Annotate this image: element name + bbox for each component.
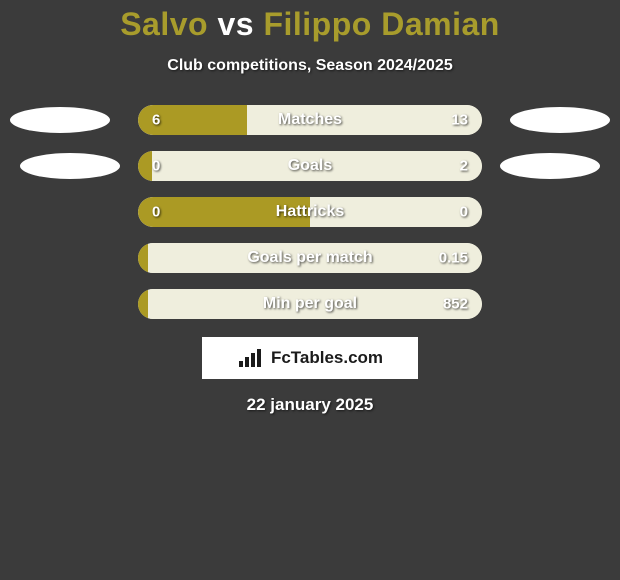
- stat-row: Min per goal 852: [0, 289, 620, 319]
- stat-bar: Goals 0 2: [138, 151, 482, 181]
- stats-area: Matches 6 13 Goals 0 2 Hattricks 0 0 Goals per ma…: [0, 105, 620, 319]
- stat-bar-left: [138, 151, 152, 181]
- stat-bar-left: [138, 243, 148, 273]
- bars-icon: [237, 347, 265, 369]
- comparison-card: Salvo vs Filippo Damian Club competition…: [0, 0, 620, 580]
- stat-bar: Hattricks 0 0: [138, 197, 482, 227]
- player1-name: Salvo: [120, 6, 208, 42]
- stat-bar: Goals per match 0.15: [138, 243, 482, 273]
- player2-name: Filippo Damian: [263, 6, 499, 42]
- stat-label: Matches: [278, 111, 342, 129]
- stat-bar: Matches 6 13: [138, 105, 482, 135]
- stat-row: Goals per match 0.15: [0, 243, 620, 273]
- stat-value-left: 0: [152, 204, 160, 221]
- stat-row: Hattricks 0 0: [0, 197, 620, 227]
- footer-brand: FcTables.com: [271, 348, 383, 368]
- page-title: Salvo vs Filippo Damian: [0, 6, 620, 43]
- subtitle: Club competitions, Season 2024/2025: [0, 57, 620, 75]
- stat-value-right: 0: [460, 204, 468, 221]
- stat-label: Hattricks: [276, 203, 344, 221]
- team-badge-left: [10, 107, 110, 133]
- stat-value-right: 0.15: [439, 250, 468, 267]
- stat-bar-left: [138, 289, 148, 319]
- stat-value-left: 0: [152, 158, 160, 175]
- stat-label: Goals: [288, 157, 332, 175]
- stat-label: Min per goal: [263, 295, 357, 313]
- team-badge-right: [500, 153, 600, 179]
- stat-value-right: 13: [451, 112, 468, 129]
- date-label: 22 january 2025: [0, 395, 620, 415]
- stat-value-right: 2: [460, 158, 468, 175]
- footer-logo: FcTables.com: [202, 337, 418, 379]
- stat-row: Goals 0 2: [0, 151, 620, 181]
- stat-value-left: 6: [152, 112, 160, 129]
- stat-bar: Min per goal 852: [138, 289, 482, 319]
- team-badge-right: [510, 107, 610, 133]
- stat-row: Matches 6 13: [0, 105, 620, 135]
- team-badge-left: [20, 153, 120, 179]
- vs-text: vs: [208, 6, 263, 42]
- stat-label: Goals per match: [247, 249, 372, 267]
- stat-value-right: 852: [443, 296, 468, 313]
